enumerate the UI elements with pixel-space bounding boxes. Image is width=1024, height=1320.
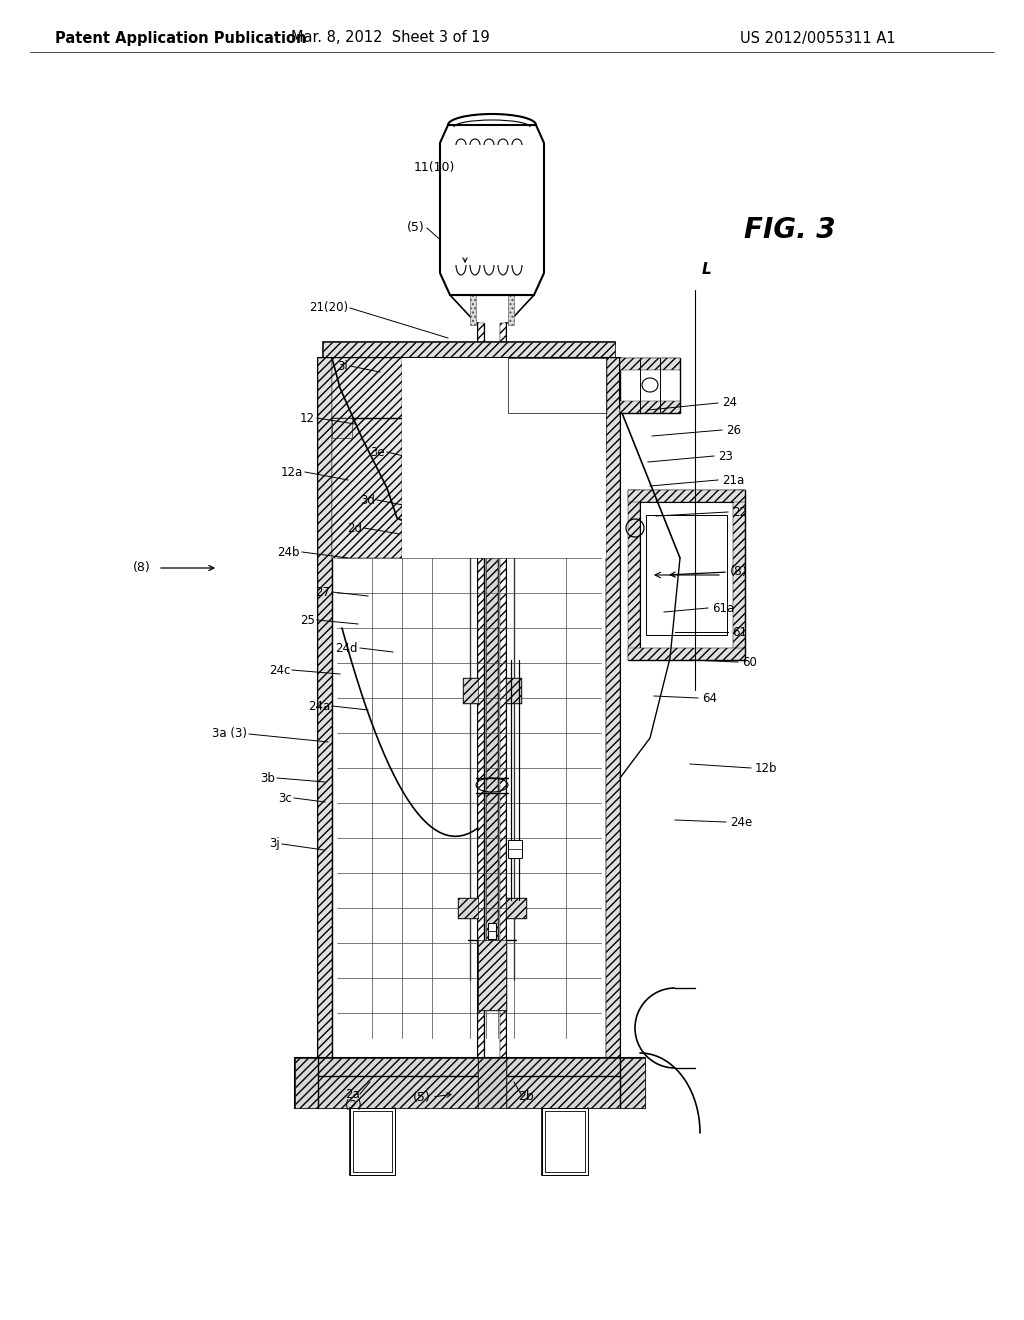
Text: 3a (3): 3a (3)	[212, 727, 247, 741]
Text: 24a: 24a	[308, 700, 330, 713]
Text: 60: 60	[742, 656, 757, 668]
Text: 26: 26	[726, 424, 741, 437]
Polygon shape	[332, 358, 484, 558]
Text: 61: 61	[732, 626, 746, 639]
Text: FIG. 3: FIG. 3	[744, 216, 836, 244]
Text: 2d: 2d	[347, 521, 362, 535]
Bar	[508, 294, 514, 325]
Bar	[508, 358, 606, 413]
Bar	[620, 358, 680, 413]
Text: 2b: 2b	[518, 1089, 534, 1102]
Text: 23: 23	[718, 450, 733, 462]
Bar	[350, 1107, 395, 1175]
Bar	[458, 898, 478, 917]
Bar	[620, 358, 680, 370]
Bar	[323, 342, 615, 358]
Bar	[628, 490, 745, 502]
Bar	[606, 358, 620, 1059]
Text: 3j: 3j	[269, 837, 280, 850]
Bar	[620, 401, 680, 413]
Text: 11(10): 11(10)	[414, 161, 455, 174]
Text: US 2012/0055311 A1: US 2012/0055311 A1	[740, 30, 896, 45]
Bar	[488, 923, 496, 939]
Text: 3d: 3d	[360, 494, 375, 507]
Bar	[323, 342, 615, 358]
Bar	[332, 418, 352, 438]
Bar	[486, 558, 498, 950]
Text: 12: 12	[300, 412, 315, 425]
Text: 3i: 3i	[337, 359, 348, 372]
Text: 24b: 24b	[278, 545, 300, 558]
Text: 2a: 2a	[346, 1088, 360, 1101]
Text: (8): (8)	[730, 565, 748, 578]
Text: L: L	[702, 263, 712, 277]
Text: 21(20): 21(20)	[309, 301, 348, 314]
Text: 3c: 3c	[279, 792, 292, 804]
Text: (5): (5)	[413, 1090, 431, 1104]
Bar	[506, 898, 526, 917]
Bar	[463, 678, 478, 704]
Text: 61a: 61a	[712, 602, 734, 615]
Text: Mar. 8, 2012  Sheet 3 of 19: Mar. 8, 2012 Sheet 3 of 19	[291, 30, 489, 45]
Text: (5): (5)	[408, 222, 425, 235]
Bar	[478, 323, 484, 1065]
Polygon shape	[440, 125, 544, 294]
Bar	[628, 490, 640, 660]
Text: (8): (8)	[133, 561, 151, 574]
Bar	[478, 1059, 506, 1107]
Bar	[542, 1107, 588, 1175]
Bar	[508, 358, 606, 447]
Text: 24e: 24e	[730, 816, 753, 829]
Text: 24d: 24d	[336, 642, 358, 655]
Bar	[733, 490, 745, 660]
Text: 24: 24	[722, 396, 737, 409]
Bar	[506, 678, 521, 704]
Text: (2): (2)	[345, 1100, 361, 1113]
Bar	[484, 940, 500, 1010]
Bar	[402, 358, 606, 558]
Text: 24c: 24c	[268, 664, 290, 676]
Bar	[508, 358, 606, 413]
Bar	[332, 358, 402, 558]
Text: 3b: 3b	[260, 771, 275, 784]
Bar	[508, 840, 522, 858]
Text: Patent Application Publication: Patent Application Publication	[55, 30, 306, 45]
Bar	[478, 940, 506, 1010]
Text: 22: 22	[732, 506, 746, 519]
Text: 3e: 3e	[371, 446, 385, 458]
Text: 21a: 21a	[722, 474, 744, 487]
Bar	[470, 294, 476, 325]
Text: 64: 64	[702, 692, 717, 705]
Text: 27: 27	[315, 586, 330, 598]
Bar	[295, 1059, 645, 1107]
Text: 12a: 12a	[281, 466, 303, 479]
Bar	[628, 648, 745, 660]
Bar	[646, 515, 727, 635]
Bar	[318, 358, 332, 1059]
Text: 12b: 12b	[755, 762, 777, 775]
Bar	[500, 323, 506, 1065]
Text: 25: 25	[300, 614, 315, 627]
